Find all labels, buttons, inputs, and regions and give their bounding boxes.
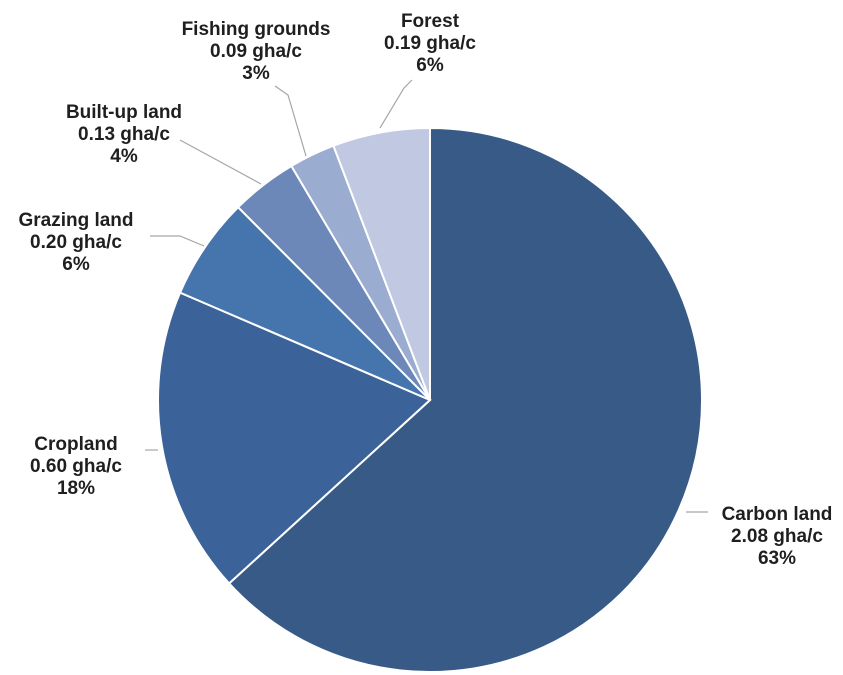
slice-label-built-up-land: Built-up land 0.13 gha/c 4% <box>66 102 182 167</box>
slice-label-fishing-grounds: Fishing grounds 0.09 gha/c 3% <box>182 19 331 84</box>
slice-label-grazing-land: Grazing land 0.20 gha/c 6% <box>18 210 133 275</box>
slice-label-value: 0.13 gha/c <box>78 124 170 145</box>
pie-slice-cropland <box>157 291 432 585</box>
slice-label-name: Carbon land <box>722 504 833 525</box>
leader-line-built-up-land <box>179 139 262 185</box>
slice-label-forest: Forest 0.19 gha/c 6% <box>384 11 476 76</box>
slice-label-percent: 6% <box>62 254 90 275</box>
slice-label-value: 0.19 gha/c <box>384 33 476 54</box>
pie-slices <box>157 126 703 673</box>
slice-label-percent: 4% <box>110 146 138 167</box>
leader-line-forest <box>379 79 413 129</box>
slice-label-name: Fishing grounds <box>182 19 331 40</box>
slice-label-name: Built-up land <box>66 102 182 123</box>
slice-label-carbon-land: Carbon land 2.08 gha/c 63% <box>722 504 833 569</box>
slice-label-percent: 3% <box>242 63 270 84</box>
slice-labels: Carbon land 2.08 gha/c 63% Cropland 0.60 gha… <box>18 11 832 569</box>
slice-label-name: Grazing land <box>18 210 133 231</box>
slice-label-name: Forest <box>401 11 460 32</box>
pie-slice-carbon-land <box>227 126 703 673</box>
slice-label-value: 0.20 gha/c <box>30 232 122 253</box>
leader-line-fishing-grounds <box>274 85 307 157</box>
slice-label-cropland: Cropland 0.60 gha/c 18% <box>30 434 122 499</box>
slice-label-name: Cropland <box>34 434 117 455</box>
leader-lines <box>145 79 708 513</box>
pie-slice-forest <box>332 126 431 401</box>
slice-label-percent: 63% <box>758 548 796 569</box>
slice-label-value: 2.08 gha/c <box>731 526 823 547</box>
leader-line-grazing-land <box>150 235 205 247</box>
slice-label-value: 0.60 gha/c <box>30 456 122 477</box>
slice-label-percent: 6% <box>416 55 444 76</box>
slice-label-value: 0.09 gha/c <box>210 41 302 62</box>
slice-label-percent: 18% <box>57 478 95 499</box>
